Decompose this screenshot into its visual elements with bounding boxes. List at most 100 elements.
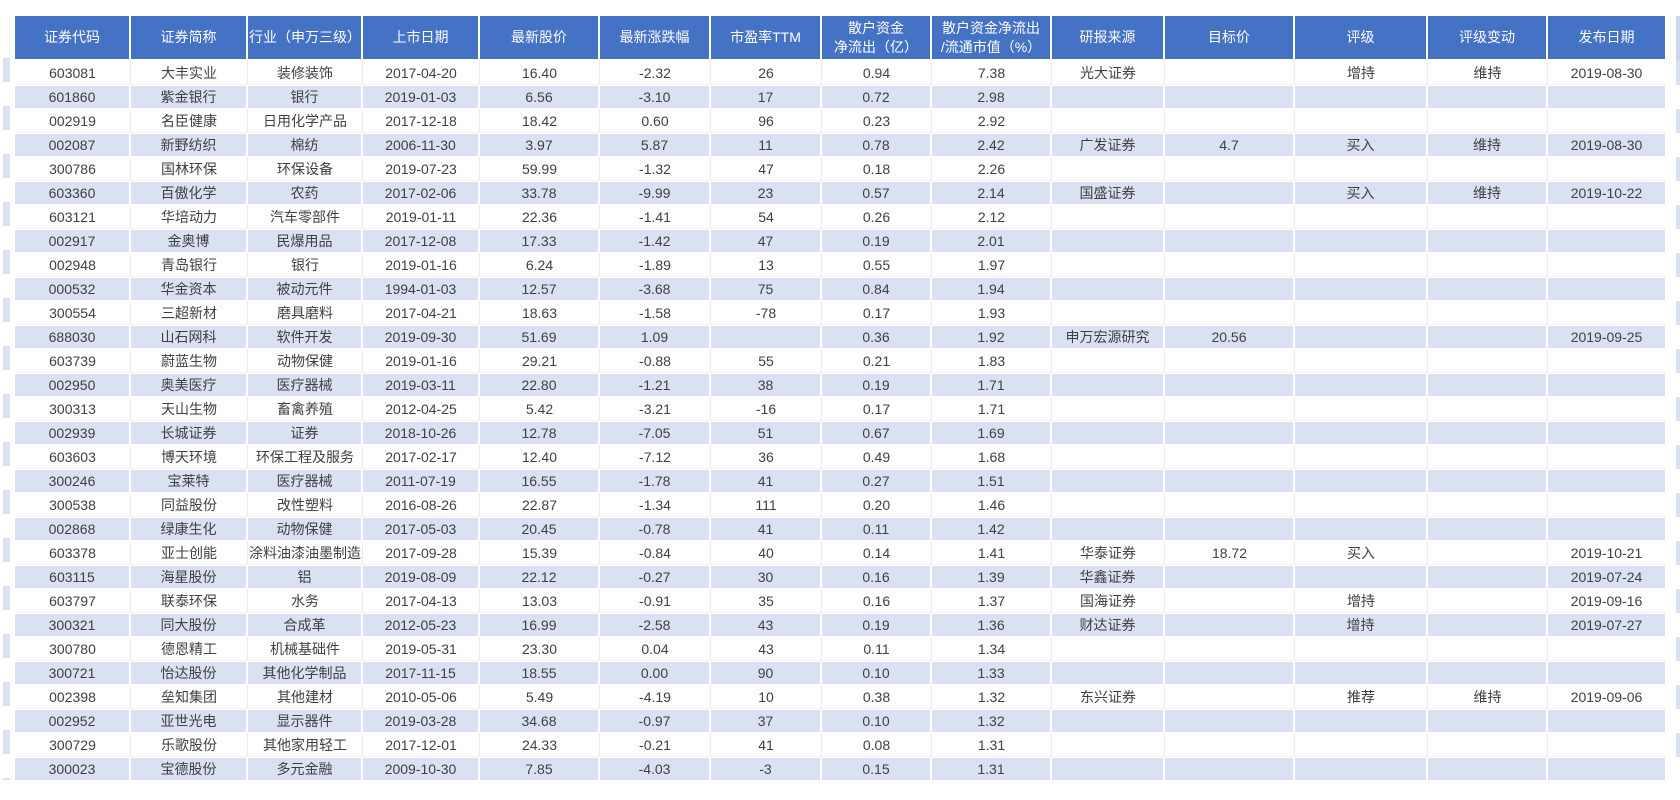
table-cell[interactable]: 被动元件 xyxy=(248,277,363,301)
table-cell[interactable] xyxy=(1548,349,1665,373)
table-cell[interactable]: 软件开发 xyxy=(248,325,363,349)
table-cell[interactable]: 47 xyxy=(711,157,822,181)
table-cell[interactable]: 1.31 xyxy=(932,733,1052,757)
table-cell[interactable] xyxy=(1428,469,1548,493)
table-cell[interactable]: 1.71 xyxy=(932,397,1052,421)
table-cell[interactable]: 2017-04-13 xyxy=(363,589,480,613)
table-cell[interactable]: 2019-08-30 xyxy=(1548,61,1665,85)
table-cell[interactable] xyxy=(1295,733,1428,757)
table-cell[interactable]: 维持 xyxy=(1428,181,1548,205)
table-cell[interactable]: 天山生物 xyxy=(131,397,248,421)
table-cell[interactable]: 2.26 xyxy=(932,157,1052,181)
table-cell[interactable]: 1.37 xyxy=(932,589,1052,613)
table-cell[interactable]: 59.99 xyxy=(480,157,600,181)
table-cell[interactable] xyxy=(1428,205,1548,229)
table-cell[interactable]: 18.72 xyxy=(1165,541,1295,565)
table-cell[interactable]: 2019-07-24 xyxy=(1548,565,1665,589)
table-cell[interactable]: 2012-04-25 xyxy=(363,397,480,421)
table-cell[interactable]: -2.32 xyxy=(600,61,711,85)
table-cell[interactable]: 2019-01-03 xyxy=(363,85,480,109)
table-cell[interactable]: 6.24 xyxy=(480,253,600,277)
table-cell[interactable]: 磨具磨料 xyxy=(248,301,363,325)
table-cell[interactable] xyxy=(1165,493,1295,517)
table-cell[interactable] xyxy=(1428,349,1548,373)
table-cell[interactable] xyxy=(1428,109,1548,133)
table-cell[interactable]: 51.69 xyxy=(480,325,600,349)
table-cell[interactable]: 0.11 xyxy=(822,637,932,661)
table-cell[interactable]: -1.21 xyxy=(600,373,711,397)
table-cell[interactable]: 603081 xyxy=(15,61,131,85)
table-cell[interactable]: -1.58 xyxy=(600,301,711,325)
table-cell[interactable]: 1.97 xyxy=(932,253,1052,277)
table-cell[interactable]: 环保设备 xyxy=(248,157,363,181)
table-cell[interactable]: 0.26 xyxy=(822,205,932,229)
table-cell[interactable]: 603739 xyxy=(15,349,131,373)
table-cell[interactable] xyxy=(1052,277,1165,301)
table-cell[interactable]: 23.30 xyxy=(480,637,600,661)
table-cell[interactable] xyxy=(1165,421,1295,445)
table-cell[interactable] xyxy=(1428,325,1548,349)
table-cell[interactable] xyxy=(1165,61,1295,85)
table-cell[interactable]: 2019-03-28 xyxy=(363,709,480,733)
table-cell[interactable]: 0.14 xyxy=(822,541,932,565)
table-cell[interactable] xyxy=(1052,469,1165,493)
table-cell[interactable]: 1.31 xyxy=(932,757,1052,781)
table-cell[interactable]: 1.93 xyxy=(932,301,1052,325)
table-cell[interactable] xyxy=(1052,397,1165,421)
table-cell[interactable] xyxy=(1165,397,1295,421)
table-cell[interactable]: 300321 xyxy=(15,613,131,637)
table-cell[interactable]: 300786 xyxy=(15,157,131,181)
table-cell[interactable]: 增持 xyxy=(1295,589,1428,613)
table-cell[interactable] xyxy=(1548,109,1665,133)
table-cell[interactable]: 0.49 xyxy=(822,445,932,469)
table-cell[interactable]: 12.40 xyxy=(480,445,600,469)
column-header[interactable]: 发布日期 xyxy=(1548,16,1665,61)
table-cell[interactable]: 22.36 xyxy=(480,205,600,229)
table-cell[interactable] xyxy=(1295,493,1428,517)
table-cell[interactable] xyxy=(1165,229,1295,253)
table-cell[interactable]: 2017-04-20 xyxy=(363,61,480,85)
table-cell[interactable]: 民爆用品 xyxy=(248,229,363,253)
table-cell[interactable]: 300721 xyxy=(15,661,131,685)
table-cell[interactable] xyxy=(1165,637,1295,661)
table-cell[interactable] xyxy=(1165,445,1295,469)
table-cell[interactable]: 绿康生化 xyxy=(131,517,248,541)
table-cell[interactable] xyxy=(1165,373,1295,397)
table-cell[interactable]: 2.14 xyxy=(932,181,1052,205)
column-header[interactable]: 最新股价 xyxy=(480,16,600,61)
table-cell[interactable]: 维持 xyxy=(1428,685,1548,709)
table-cell[interactable]: 三超新材 xyxy=(131,301,248,325)
column-header[interactable]: 目标价 xyxy=(1165,16,1295,61)
table-cell[interactable] xyxy=(1052,253,1165,277)
table-cell[interactable] xyxy=(1052,661,1165,685)
table-cell[interactable]: 长城证券 xyxy=(131,421,248,445)
table-cell[interactable] xyxy=(1165,349,1295,373)
table-cell[interactable]: 0.19 xyxy=(822,373,932,397)
table-cell[interactable]: 大丰实业 xyxy=(131,61,248,85)
table-cell[interactable]: 43 xyxy=(711,613,822,637)
table-cell[interactable]: 2017-11-15 xyxy=(363,661,480,685)
table-cell[interactable]: 300246 xyxy=(15,469,131,493)
table-cell[interactable]: 18.63 xyxy=(480,301,600,325)
table-cell[interactable]: 青岛银行 xyxy=(131,253,248,277)
table-cell[interactable]: 4.7 xyxy=(1165,133,1295,157)
table-cell[interactable]: 13.03 xyxy=(480,589,600,613)
table-cell[interactable] xyxy=(1165,517,1295,541)
table-cell[interactable]: 688030 xyxy=(15,325,131,349)
table-cell[interactable] xyxy=(1165,85,1295,109)
column-header[interactable]: 最新涨跌幅 xyxy=(600,16,711,61)
table-cell[interactable]: 300554 xyxy=(15,301,131,325)
table-cell[interactable]: 动物保健 xyxy=(248,517,363,541)
table-cell[interactable]: 医疗器械 xyxy=(248,469,363,493)
table-cell[interactable]: 买入 xyxy=(1295,541,1428,565)
table-cell[interactable] xyxy=(711,325,822,349)
table-cell[interactable]: 16.40 xyxy=(480,61,600,85)
table-cell[interactable]: 动物保健 xyxy=(248,349,363,373)
table-cell[interactable]: 2019-07-27 xyxy=(1548,613,1665,637)
table-cell[interactable]: 0.10 xyxy=(822,661,932,685)
table-cell[interactable]: 41 xyxy=(711,517,822,541)
table-cell[interactable]: 国盛证券 xyxy=(1052,181,1165,205)
table-cell[interactable]: 怡达股份 xyxy=(131,661,248,685)
table-cell[interactable] xyxy=(1052,157,1165,181)
table-cell[interactable]: 37 xyxy=(711,709,822,733)
